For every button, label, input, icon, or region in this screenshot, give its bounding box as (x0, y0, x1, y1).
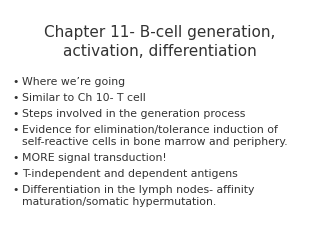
Text: •: • (12, 125, 18, 135)
Text: Evidence for elimination/tolerance induction of
self-reactive cells in bone marr: Evidence for elimination/tolerance induc… (22, 125, 288, 147)
Text: •: • (12, 169, 18, 179)
Text: •: • (12, 153, 18, 163)
Text: •: • (12, 185, 18, 195)
Text: •: • (12, 93, 18, 103)
Text: T-independent and dependent antigens: T-independent and dependent antigens (22, 169, 238, 179)
Text: Steps involved in the generation process: Steps involved in the generation process (22, 109, 245, 119)
Text: Differentiation in the lymph nodes- affinity
maturation/somatic hypermutation.: Differentiation in the lymph nodes- affi… (22, 185, 254, 207)
Text: Similar to Ch 10- T cell: Similar to Ch 10- T cell (22, 93, 146, 103)
Text: MORE signal transduction!: MORE signal transduction! (22, 153, 167, 163)
Text: •: • (12, 77, 18, 87)
Text: Chapter 11- B-cell generation,
activation, differentiation: Chapter 11- B-cell generation, activatio… (44, 25, 276, 59)
Text: Where we’re going: Where we’re going (22, 77, 125, 87)
Text: •: • (12, 109, 18, 119)
